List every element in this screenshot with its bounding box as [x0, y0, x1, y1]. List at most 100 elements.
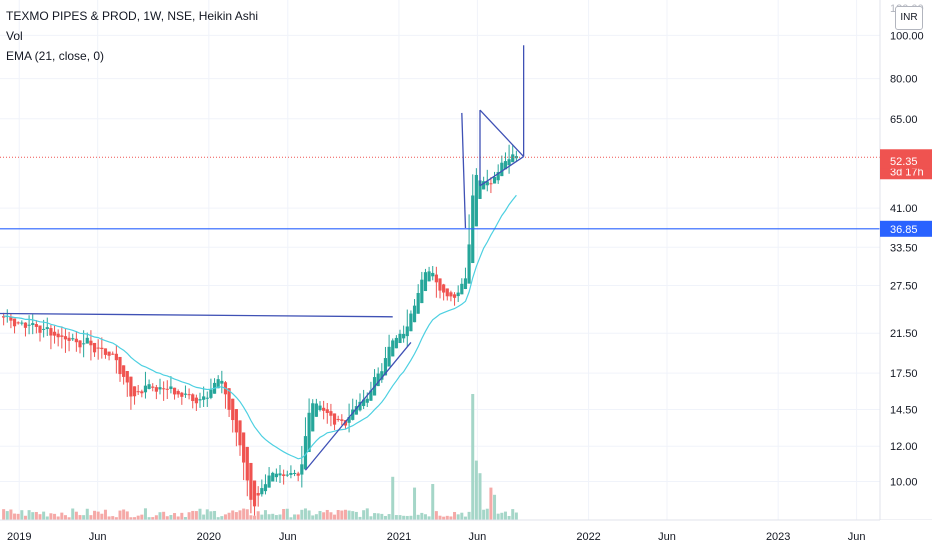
candle-body: [489, 183, 493, 185]
candle-body: [263, 484, 268, 492]
volume-bar: [122, 509, 126, 520]
candle-body: [412, 305, 417, 323]
candle-body: [409, 313, 413, 332]
volume-bar: [511, 509, 515, 520]
candle-body: [111, 353, 115, 355]
volume-bar: [373, 513, 377, 520]
candle-body: [452, 294, 457, 298]
candle-body: [100, 347, 104, 350]
volume-bar: [45, 516, 49, 520]
price-tick: 65.00: [890, 114, 918, 126]
volume-bar: [183, 517, 187, 520]
volume-bar: [191, 510, 195, 520]
volume-bar: [263, 510, 267, 520]
volume-bar: [463, 516, 467, 520]
candles: [2, 144, 518, 516]
price-tick: 17.50: [890, 368, 918, 380]
candle-body: [438, 278, 442, 291]
volume-bar: [27, 510, 31, 520]
candle-body: [172, 387, 177, 395]
candle-body: [336, 418, 340, 420]
candle-body: [183, 393, 188, 395]
candle-body: [289, 473, 293, 475]
price-tick: 33.50: [890, 242, 918, 254]
volume-bar: [209, 511, 213, 520]
volume-bar: [118, 510, 122, 520]
volume-bar: [125, 511, 129, 520]
candle-body: [27, 324, 31, 326]
candle-body: [249, 462, 253, 500]
volume-bar: [391, 476, 395, 520]
candle-body: [154, 387, 158, 392]
candle-body: [205, 397, 209, 399]
currency-button[interactable]: INR: [895, 6, 923, 30]
volume-bar: [329, 512, 333, 520]
candle-body: [343, 420, 348, 426]
volume-bar: [9, 509, 13, 520]
candle-body: [202, 396, 206, 400]
candle-body: [402, 333, 406, 339]
volume-bar: [293, 514, 297, 520]
volume-bar: [503, 511, 507, 520]
candle-body: [420, 279, 424, 304]
volume-bar: [474, 460, 478, 520]
candle-body: [16, 322, 20, 324]
candle-body: [256, 492, 260, 496]
volume-bar: [85, 508, 89, 520]
volume-bar: [460, 512, 464, 520]
volume-bar: [234, 512, 238, 520]
candle-body: [296, 473, 300, 476]
candle-body: [423, 272, 428, 292]
ema-indicator-label[interactable]: EMA (21, close, 0): [6, 49, 105, 63]
candle-body: [292, 472, 297, 474]
volume-bar: [96, 511, 100, 520]
volume-bar: [13, 513, 17, 520]
candle-body: [78, 340, 82, 348]
candle-body: [322, 407, 326, 411]
candle-body: [282, 474, 286, 476]
volume-bar: [60, 512, 64, 520]
candle-body: [365, 398, 369, 403]
candle-body: [2, 316, 6, 318]
volume-bar: [471, 394, 475, 520]
volume-bars: [2, 394, 518, 520]
volume-indicator-label[interactable]: Vol: [6, 29, 23, 43]
volume-bar: [34, 511, 38, 520]
volume-bar: [362, 510, 366, 520]
price-tick: 41.00: [890, 203, 918, 215]
grid-lines: [0, 0, 880, 520]
volume-bar: [53, 513, 57, 520]
candle-body: [442, 284, 446, 293]
candle-body: [136, 391, 140, 393]
volume-bar: [427, 516, 431, 520]
candle-body: [376, 373, 380, 387]
volume-bar: [289, 517, 293, 520]
candle-body: [158, 387, 162, 390]
volume-bar: [285, 508, 289, 520]
candle-body: [238, 420, 242, 446]
volume-bar: [369, 516, 373, 520]
candle-body: [434, 274, 438, 283]
volume-bar: [136, 515, 140, 520]
candle-body: [49, 328, 53, 336]
candle-body: [209, 389, 213, 398]
volume-bar: [358, 516, 362, 520]
volume-bar: [322, 512, 326, 520]
time-tick: 2021: [387, 531, 411, 543]
volume-bar: [405, 515, 409, 520]
candle-body: [391, 340, 395, 357]
symbol-title[interactable]: TEXMO PIPES & PROD, 1W, NSE, Heikin Ashi: [6, 9, 259, 23]
candle-body: [274, 473, 278, 478]
volume-bar: [16, 513, 20, 520]
candle-body: [180, 392, 184, 397]
volume-bar: [253, 515, 257, 520]
candle-body: [303, 436, 308, 470]
candle-body: [216, 379, 220, 389]
candle-body: [234, 409, 238, 433]
volume-bar: [271, 513, 275, 520]
candle-body: [165, 388, 169, 390]
countdown-label: 3d 17h: [890, 166, 924, 178]
candle-body: [63, 336, 68, 340]
candle-body: [56, 333, 60, 338]
